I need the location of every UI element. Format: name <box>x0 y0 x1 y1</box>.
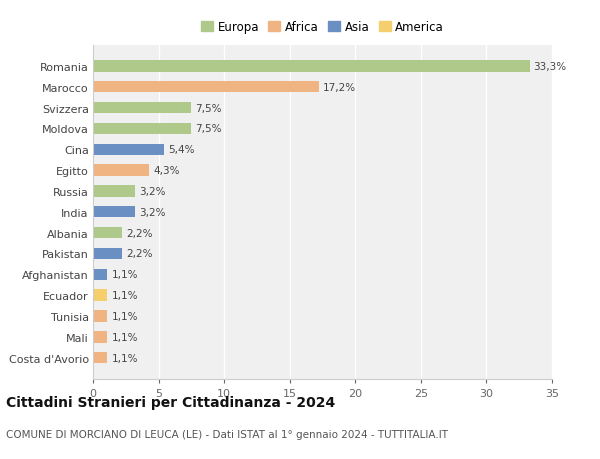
Bar <box>93 311 107 322</box>
Text: 4,3%: 4,3% <box>154 166 180 176</box>
Bar <box>93 82 319 93</box>
Text: 3,2%: 3,2% <box>139 207 166 217</box>
Bar <box>93 123 191 135</box>
Text: Cittadini Stranieri per Cittadinanza - 2024: Cittadini Stranieri per Cittadinanza - 2… <box>6 395 335 409</box>
Bar <box>93 144 164 156</box>
Bar <box>93 186 135 197</box>
Bar <box>93 61 530 73</box>
Text: 1,1%: 1,1% <box>112 311 138 321</box>
Text: 3,2%: 3,2% <box>139 186 166 196</box>
Bar <box>93 227 122 239</box>
Bar <box>93 269 107 280</box>
Text: 7,5%: 7,5% <box>195 103 222 113</box>
Bar <box>93 352 107 364</box>
Text: 2,2%: 2,2% <box>126 249 152 259</box>
Text: 1,1%: 1,1% <box>112 353 138 363</box>
Text: 2,2%: 2,2% <box>126 228 152 238</box>
Bar <box>93 165 149 176</box>
Text: COMUNE DI MORCIANO DI LEUCA (LE) - Dati ISTAT al 1° gennaio 2024 - TUTTITALIA.IT: COMUNE DI MORCIANO DI LEUCA (LE) - Dati … <box>6 429 448 439</box>
Text: 1,1%: 1,1% <box>112 291 138 301</box>
Bar <box>93 290 107 301</box>
Bar <box>93 331 107 343</box>
Legend: Europa, Africa, Asia, America: Europa, Africa, Asia, America <box>199 18 446 36</box>
Bar <box>93 207 135 218</box>
Text: 33,3%: 33,3% <box>533 62 567 72</box>
Text: 5,4%: 5,4% <box>168 145 194 155</box>
Text: 1,1%: 1,1% <box>112 332 138 342</box>
Text: 1,1%: 1,1% <box>112 270 138 280</box>
Bar <box>93 103 191 114</box>
Bar <box>93 248 122 260</box>
Text: 7,5%: 7,5% <box>195 124 222 134</box>
Text: 17,2%: 17,2% <box>323 83 356 93</box>
